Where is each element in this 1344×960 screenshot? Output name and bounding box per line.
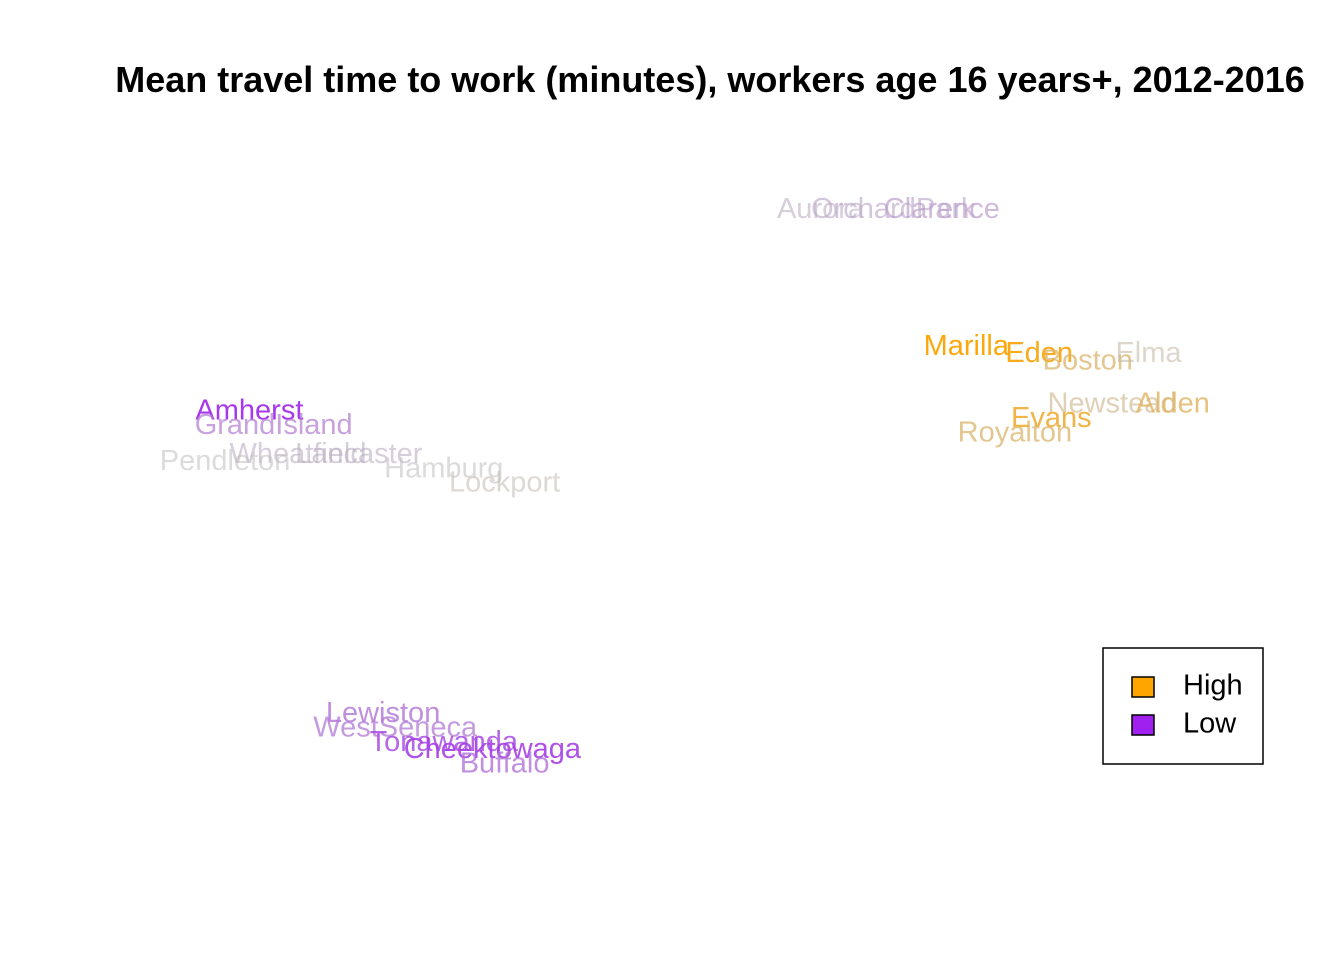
- point-label-royalton: Royalton: [958, 416, 1072, 448]
- point-label-alden: Alden: [1136, 387, 1210, 419]
- point-label-marilla: Marilla: [924, 330, 1010, 362]
- point-label-orchardpark: OrchardPark: [811, 193, 976, 225]
- point-label-wheatfield: Wheatfield: [229, 438, 366, 470]
- point-label-elma: Elma: [1115, 337, 1182, 369]
- legend-label-high: High: [1183, 670, 1243, 702]
- point-label-lancaster: Lancaster: [295, 438, 423, 470]
- point-label-newstead: Newstead: [1048, 387, 1177, 419]
- legend: High Low: [1102, 647, 1264, 765]
- legend-swatch-high: [1131, 676, 1155, 698]
- chart-title: Mean travel time to work (minutes), work…: [115, 59, 1305, 100]
- point-label-boston: Boston: [1043, 344, 1133, 376]
- legend-swatch-low: [1131, 714, 1155, 736]
- point-label-grandisland: GrandIsland: [195, 409, 353, 441]
- point-label-buffalo: Buffalo: [460, 747, 550, 779]
- legend-frame: [1102, 647, 1264, 765]
- point-label-clarence: Clarence: [884, 193, 1000, 225]
- point-label-evans: Evans: [1011, 402, 1092, 434]
- point-label-lewiston: Lewiston: [326, 697, 440, 729]
- point-label-westseneca: WestSeneca: [313, 711, 478, 743]
- point-label-aurora: Aurora: [777, 193, 865, 225]
- point-label-tonawanda: Tonawanda: [370, 726, 519, 758]
- point-label-hamburg: Hamburg: [384, 452, 503, 484]
- point-label-eden: Eden: [1005, 337, 1073, 369]
- legend-label-low: Low: [1183, 708, 1237, 740]
- point-label-pendleton: Pendleton: [160, 445, 291, 477]
- point-label-cheektowaga: Cheektowaga: [404, 733, 582, 765]
- point-label-lockport: Lockport: [449, 467, 560, 499]
- point-label-amherst: Amherst: [195, 395, 303, 427]
